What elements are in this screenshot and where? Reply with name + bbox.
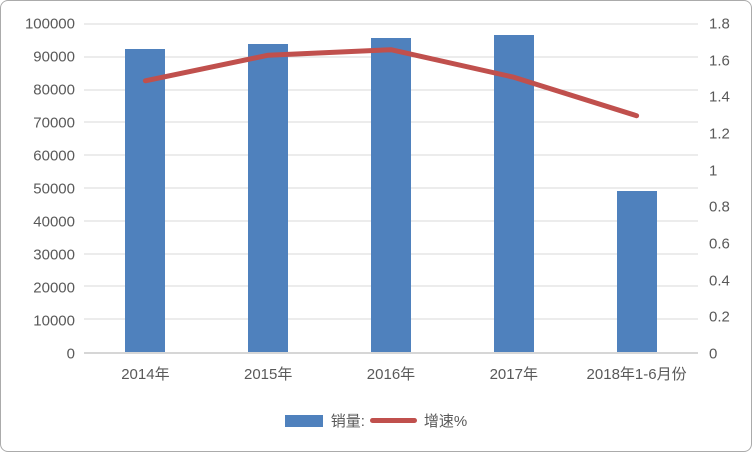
gridline bbox=[84, 23, 698, 25]
y-axis-right-tick-label: 1.6 bbox=[709, 52, 730, 70]
y-axis-left-tick-label: 60000 bbox=[33, 147, 75, 165]
y-axis-right-tick-label: 0 bbox=[709, 345, 718, 363]
legend: 销量: 增速% bbox=[1, 410, 751, 431]
y-axis-left-tick-label: 50000 bbox=[33, 180, 75, 198]
y-axis-right-tick-label: 1 bbox=[709, 162, 718, 180]
y-axis-right-tick-label: 0.2 bbox=[709, 308, 730, 326]
legend-item-sales: 销量: bbox=[284, 410, 365, 431]
y-axis-left-tick-label: 70000 bbox=[33, 114, 75, 132]
y-axis-left: 0 10000 20000 30000 40000 50000 60000 70000 8000… bbox=[1, 16, 75, 363]
bar-2018年1-6月份 bbox=[616, 191, 657, 352]
y-axis-left-tick-label: 100000 bbox=[24, 15, 75, 33]
y-axis-right: 0 0.2 0.4 0.6 0.8 1 1.2 1.4 1.6 1.8 bbox=[707, 16, 751, 363]
y-axis-left-tick-label: 0 bbox=[66, 345, 75, 363]
bar-2017年 bbox=[493, 34, 534, 352]
bar-2014年 bbox=[125, 49, 166, 352]
line-layer bbox=[142, 47, 640, 119]
legend-line-swatch-icon bbox=[369, 418, 417, 423]
x-axis-label: 2015年 bbox=[244, 366, 293, 383]
y-axis-right-tick-label: 1.2 bbox=[709, 125, 730, 143]
plot-area bbox=[84, 23, 698, 354]
y-axis-right-tick-label: 1.8 bbox=[709, 15, 730, 33]
y-axis-left-tick-label: 20000 bbox=[33, 279, 75, 297]
y-axis-right-tick-label: 0.6 bbox=[709, 235, 730, 253]
x-axis-label: 2016年 bbox=[366, 366, 416, 383]
x-axis: 2014年 2015年 2016年 2017年 2018年1-6月份 bbox=[84, 363, 698, 384]
y-axis-left-tick-label: 10000 bbox=[33, 312, 75, 330]
y-axis-left-tick-label: 90000 bbox=[33, 48, 75, 66]
y-axis-left-tick-label: 80000 bbox=[33, 81, 75, 99]
bar-2015年 bbox=[248, 44, 289, 352]
legend-label-sales: 销量: bbox=[330, 413, 365, 430]
y-axis-right-tick-label: 0.8 bbox=[709, 198, 730, 216]
y-axis-left-tick-label: 40000 bbox=[33, 213, 75, 231]
legend-label-growth: 增速% bbox=[423, 413, 468, 430]
x-axis-label: 2017年 bbox=[489, 366, 538, 383]
bar-2016年 bbox=[371, 38, 411, 352]
x-axis-label: 2018年1-6月份 bbox=[586, 366, 687, 383]
y-axis-right-tick-label: 1.4 bbox=[709, 88, 730, 106]
y-axis-left-tick-label: 30000 bbox=[33, 246, 75, 264]
legend-item-growth: 增速% bbox=[369, 410, 468, 431]
legend-bar-swatch-icon bbox=[284, 414, 323, 427]
y-axis-right-tick-label: 0.4 bbox=[709, 272, 730, 290]
x-axis-label: 2014年 bbox=[121, 366, 170, 383]
growth-trend-line bbox=[142, 47, 640, 119]
